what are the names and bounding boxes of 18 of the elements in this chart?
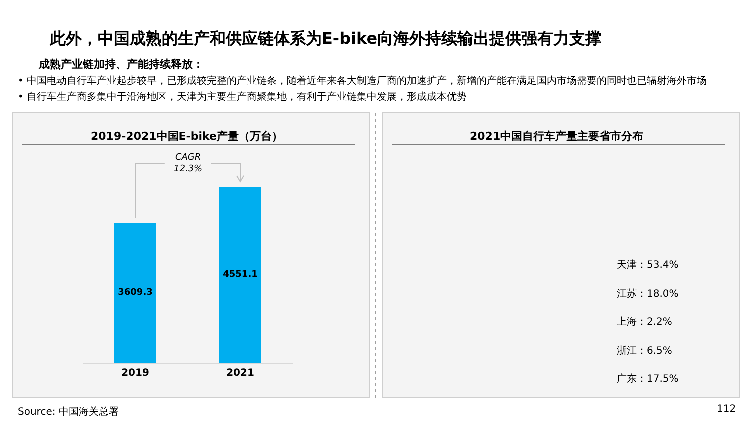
text: CAGR 12.3% [174, 153, 203, 175]
text: 112 [717, 404, 736, 415]
data-label: 3609.3 [118, 288, 153, 298]
data-label: 4551.1 [223, 270, 258, 280]
text: • 自行车生产商多集中于沿海地区，天津为主要生产商聚集地，有利于产业链集中发展，形成成本优势 [18, 91, 468, 103]
text: 江苏：18.0% [617, 288, 679, 300]
x-tick-label: 2019 [122, 368, 150, 379]
text: • 中国电动自行车产业起步较早，已形成较完整的产业链条，随着近年来各大制造厂商的加速扩产，新增的产能在满足国内市场需要的同时也已辐射海外市场 [18, 75, 708, 87]
text: 此外，中国成熟的生产和供应链体系为E-bike向海外持续输出提供强有力支撑 [49, 29, 602, 48]
text: 天津：53.4% [617, 259, 679, 271]
text: 上海：2.2% [617, 316, 672, 328]
text: 2021中国自行车产量主要省市分布 [470, 130, 644, 143]
x-tick-label: 2021 [226, 368, 254, 379]
text: 浙江：6.5% [617, 345, 672, 357]
text: 广东：17.5% [617, 373, 679, 385]
text: 成熟产业链加持、产能持续释放： [38, 58, 204, 71]
source-note: Source: 中国海关总署 [18, 406, 119, 418]
chart-title: 2019-2021中国E-bike产量（万台） [91, 130, 284, 143]
